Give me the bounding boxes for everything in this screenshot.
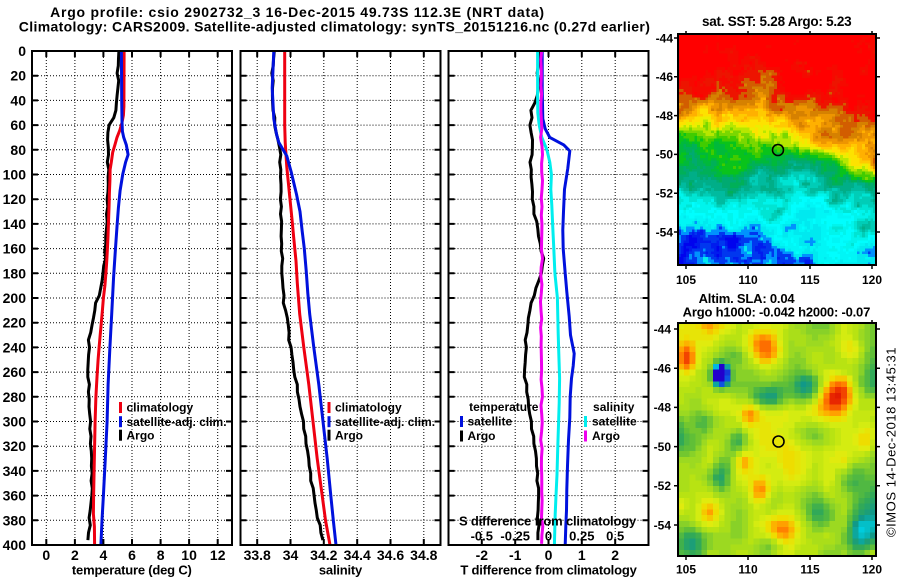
svg-text:Argo h1000: -0.042 h2000: -0.0: Argo h1000: -0.042 h2000: -0.07 [683, 305, 870, 320]
svg-text:340: 340 [3, 463, 27, 479]
svg-text:0: 0 [545, 547, 553, 563]
svg-text:-48: -48 [654, 401, 672, 415]
svg-text:80: 80 [10, 142, 26, 158]
svg-text:12: 12 [210, 547, 226, 563]
svg-text:0.25: 0.25 [569, 529, 594, 544]
svg-text:400: 400 [3, 537, 27, 553]
svg-text:100: 100 [3, 167, 27, 183]
svg-text:40: 40 [10, 92, 26, 108]
svg-text:satellite-adj. clim.: satellite-adj. clim. [335, 415, 435, 429]
svg-text:200: 200 [3, 290, 27, 306]
svg-text:©IMOS 14-Dec-2018 13:45:31: ©IMOS 14-Dec-2018 13:45:31 [884, 347, 899, 537]
svg-text:-46: -46 [656, 70, 674, 84]
svg-text:2: 2 [71, 547, 79, 563]
svg-text:1: 1 [578, 547, 586, 563]
svg-text:10: 10 [181, 547, 197, 563]
svg-text:-52: -52 [656, 187, 674, 201]
svg-text:20: 20 [10, 68, 26, 84]
svg-text:160: 160 [3, 241, 27, 257]
svg-text:salinity: salinity [319, 563, 363, 578]
svg-text:8: 8 [157, 547, 165, 563]
svg-text:105: 105 [676, 563, 696, 577]
svg-text:-54: -54 [656, 225, 674, 239]
svg-text:34.8: 34.8 [410, 547, 437, 563]
svg-text:Argo: Argo [468, 429, 496, 443]
svg-text:-48: -48 [656, 109, 674, 123]
svg-text:satellite-adj. clim.: satellite-adj. clim. [127, 415, 227, 429]
svg-text:-52: -52 [654, 479, 672, 493]
svg-text:0: 0 [18, 43, 26, 59]
svg-text:320: 320 [3, 438, 27, 454]
svg-text:34: 34 [283, 547, 299, 563]
svg-text:34.6: 34.6 [377, 547, 404, 563]
svg-text:S difference from climatology: S difference from climatology [459, 514, 637, 529]
svg-text:120: 120 [862, 563, 882, 577]
svg-text:110: 110 [738, 563, 758, 577]
svg-text:260: 260 [3, 364, 27, 380]
svg-text:180: 180 [3, 265, 27, 281]
svg-text:34.4: 34.4 [344, 547, 371, 563]
svg-text:0: 0 [42, 547, 50, 563]
svg-text:-0.5: -0.5 [471, 529, 493, 544]
svg-text:climatology: climatology [127, 401, 194, 415]
svg-text:temperature: temperature [469, 400, 539, 414]
svg-text:220: 220 [3, 315, 27, 331]
svg-text:360: 360 [3, 488, 27, 504]
svg-text:-0.25: -0.25 [500, 529, 530, 544]
svg-text:-50: -50 [656, 148, 674, 162]
svg-text:34.2: 34.2 [310, 547, 337, 563]
svg-text:115: 115 [800, 563, 820, 577]
svg-text:105: 105 [676, 273, 696, 287]
svg-text:satellite: satellite [592, 415, 637, 429]
svg-text:120: 120 [862, 273, 882, 287]
svg-text:Argo: Argo [335, 428, 363, 442]
svg-text:T difference from climatology: T difference from climatology [460, 563, 637, 578]
svg-text:-54: -54 [654, 518, 672, 532]
svg-text:0.5: 0.5 [606, 529, 624, 544]
svg-text:115: 115 [800, 273, 820, 287]
svg-text:Argo profile: csio 2902732_3 1: Argo profile: csio 2902732_3 16-Dec-2015… [50, 4, 545, 20]
svg-text:33.8: 33.8 [244, 547, 271, 563]
svg-text:110: 110 [738, 273, 758, 287]
svg-text:240: 240 [3, 339, 27, 355]
svg-text:climatology: climatology [335, 401, 402, 415]
svg-text:Argo: Argo [127, 428, 155, 442]
svg-text:-44: -44 [656, 31, 674, 45]
svg-text:280: 280 [3, 389, 27, 405]
svg-text:-50: -50 [654, 440, 672, 454]
svg-text:salinity: salinity [593, 400, 635, 414]
svg-text:60: 60 [10, 117, 26, 133]
svg-text:sat. SST: 5.28 Argo: 5.23: sat. SST: 5.28 Argo: 5.23 [702, 14, 852, 29]
svg-text:Climatology: CARS2009. Satelli: Climatology: CARS2009. Satellite-adjuste… [19, 19, 650, 35]
svg-text:Argo: Argo [592, 429, 620, 443]
svg-text:-2: -2 [476, 547, 489, 563]
svg-text:satellite: satellite [468, 415, 513, 429]
svg-text:4: 4 [100, 547, 108, 563]
svg-text:temperature (deg C): temperature (deg C) [72, 563, 192, 578]
svg-text:Altim. SLA: 0.04: Altim. SLA: 0.04 [699, 291, 796, 306]
svg-text:300: 300 [3, 414, 27, 430]
svg-text:6: 6 [128, 547, 136, 563]
svg-text:-1: -1 [509, 547, 522, 563]
svg-text:-44: -44 [654, 322, 672, 336]
svg-text:-46: -46 [654, 362, 672, 376]
svg-text:140: 140 [3, 216, 27, 232]
svg-text:120: 120 [3, 191, 27, 207]
svg-text:0: 0 [545, 529, 552, 544]
svg-text:2: 2 [611, 547, 619, 563]
svg-text:380: 380 [3, 512, 27, 528]
